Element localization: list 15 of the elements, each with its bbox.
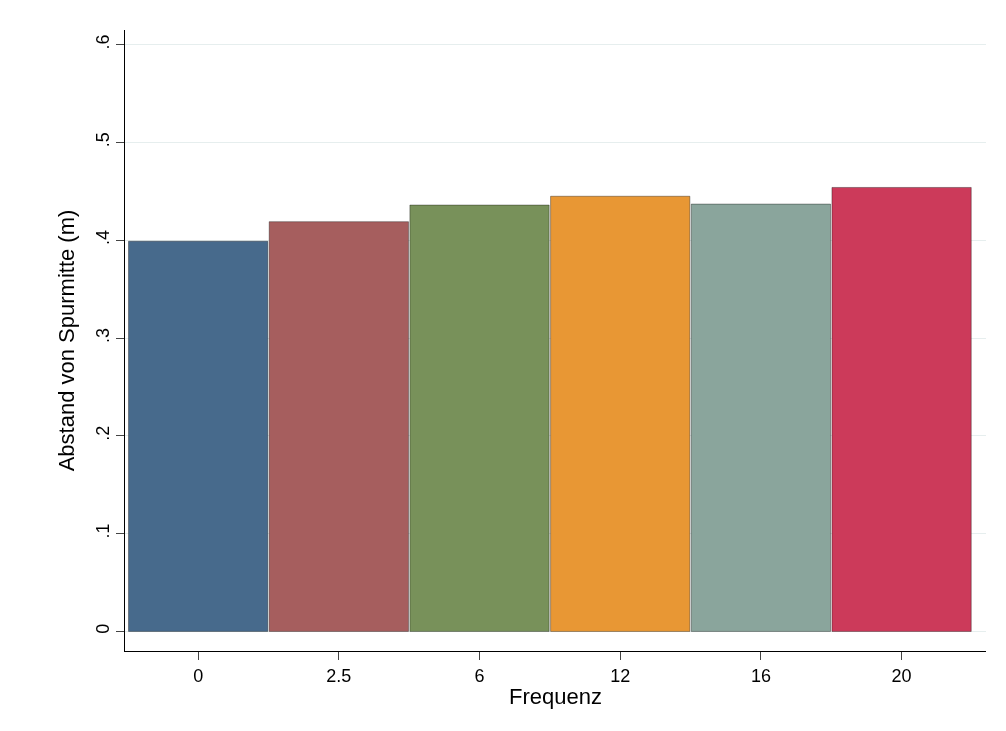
x-tick-label: 20 xyxy=(891,665,912,686)
y-tick-label: 0 xyxy=(92,623,113,634)
y-tick-label: .5 xyxy=(92,132,113,148)
x-tick-label: 0 xyxy=(193,665,204,686)
x-tick-label: 16 xyxy=(750,665,771,686)
y-tick-label: .2 xyxy=(92,425,113,441)
y-tick-label: .3 xyxy=(92,327,113,343)
y-tick-label: .4 xyxy=(92,230,113,246)
y-tick-label: .1 xyxy=(92,523,113,539)
x-tick-label: 6 xyxy=(474,665,485,686)
x-tick-label: 12 xyxy=(610,665,631,686)
x-axis-title: Frequenz xyxy=(509,684,602,710)
y-tick-label: .6 xyxy=(92,34,113,50)
y-axis-title: Abstand von Spurmitte (m) xyxy=(53,209,79,472)
x-tick-label: 2.5 xyxy=(326,665,352,686)
